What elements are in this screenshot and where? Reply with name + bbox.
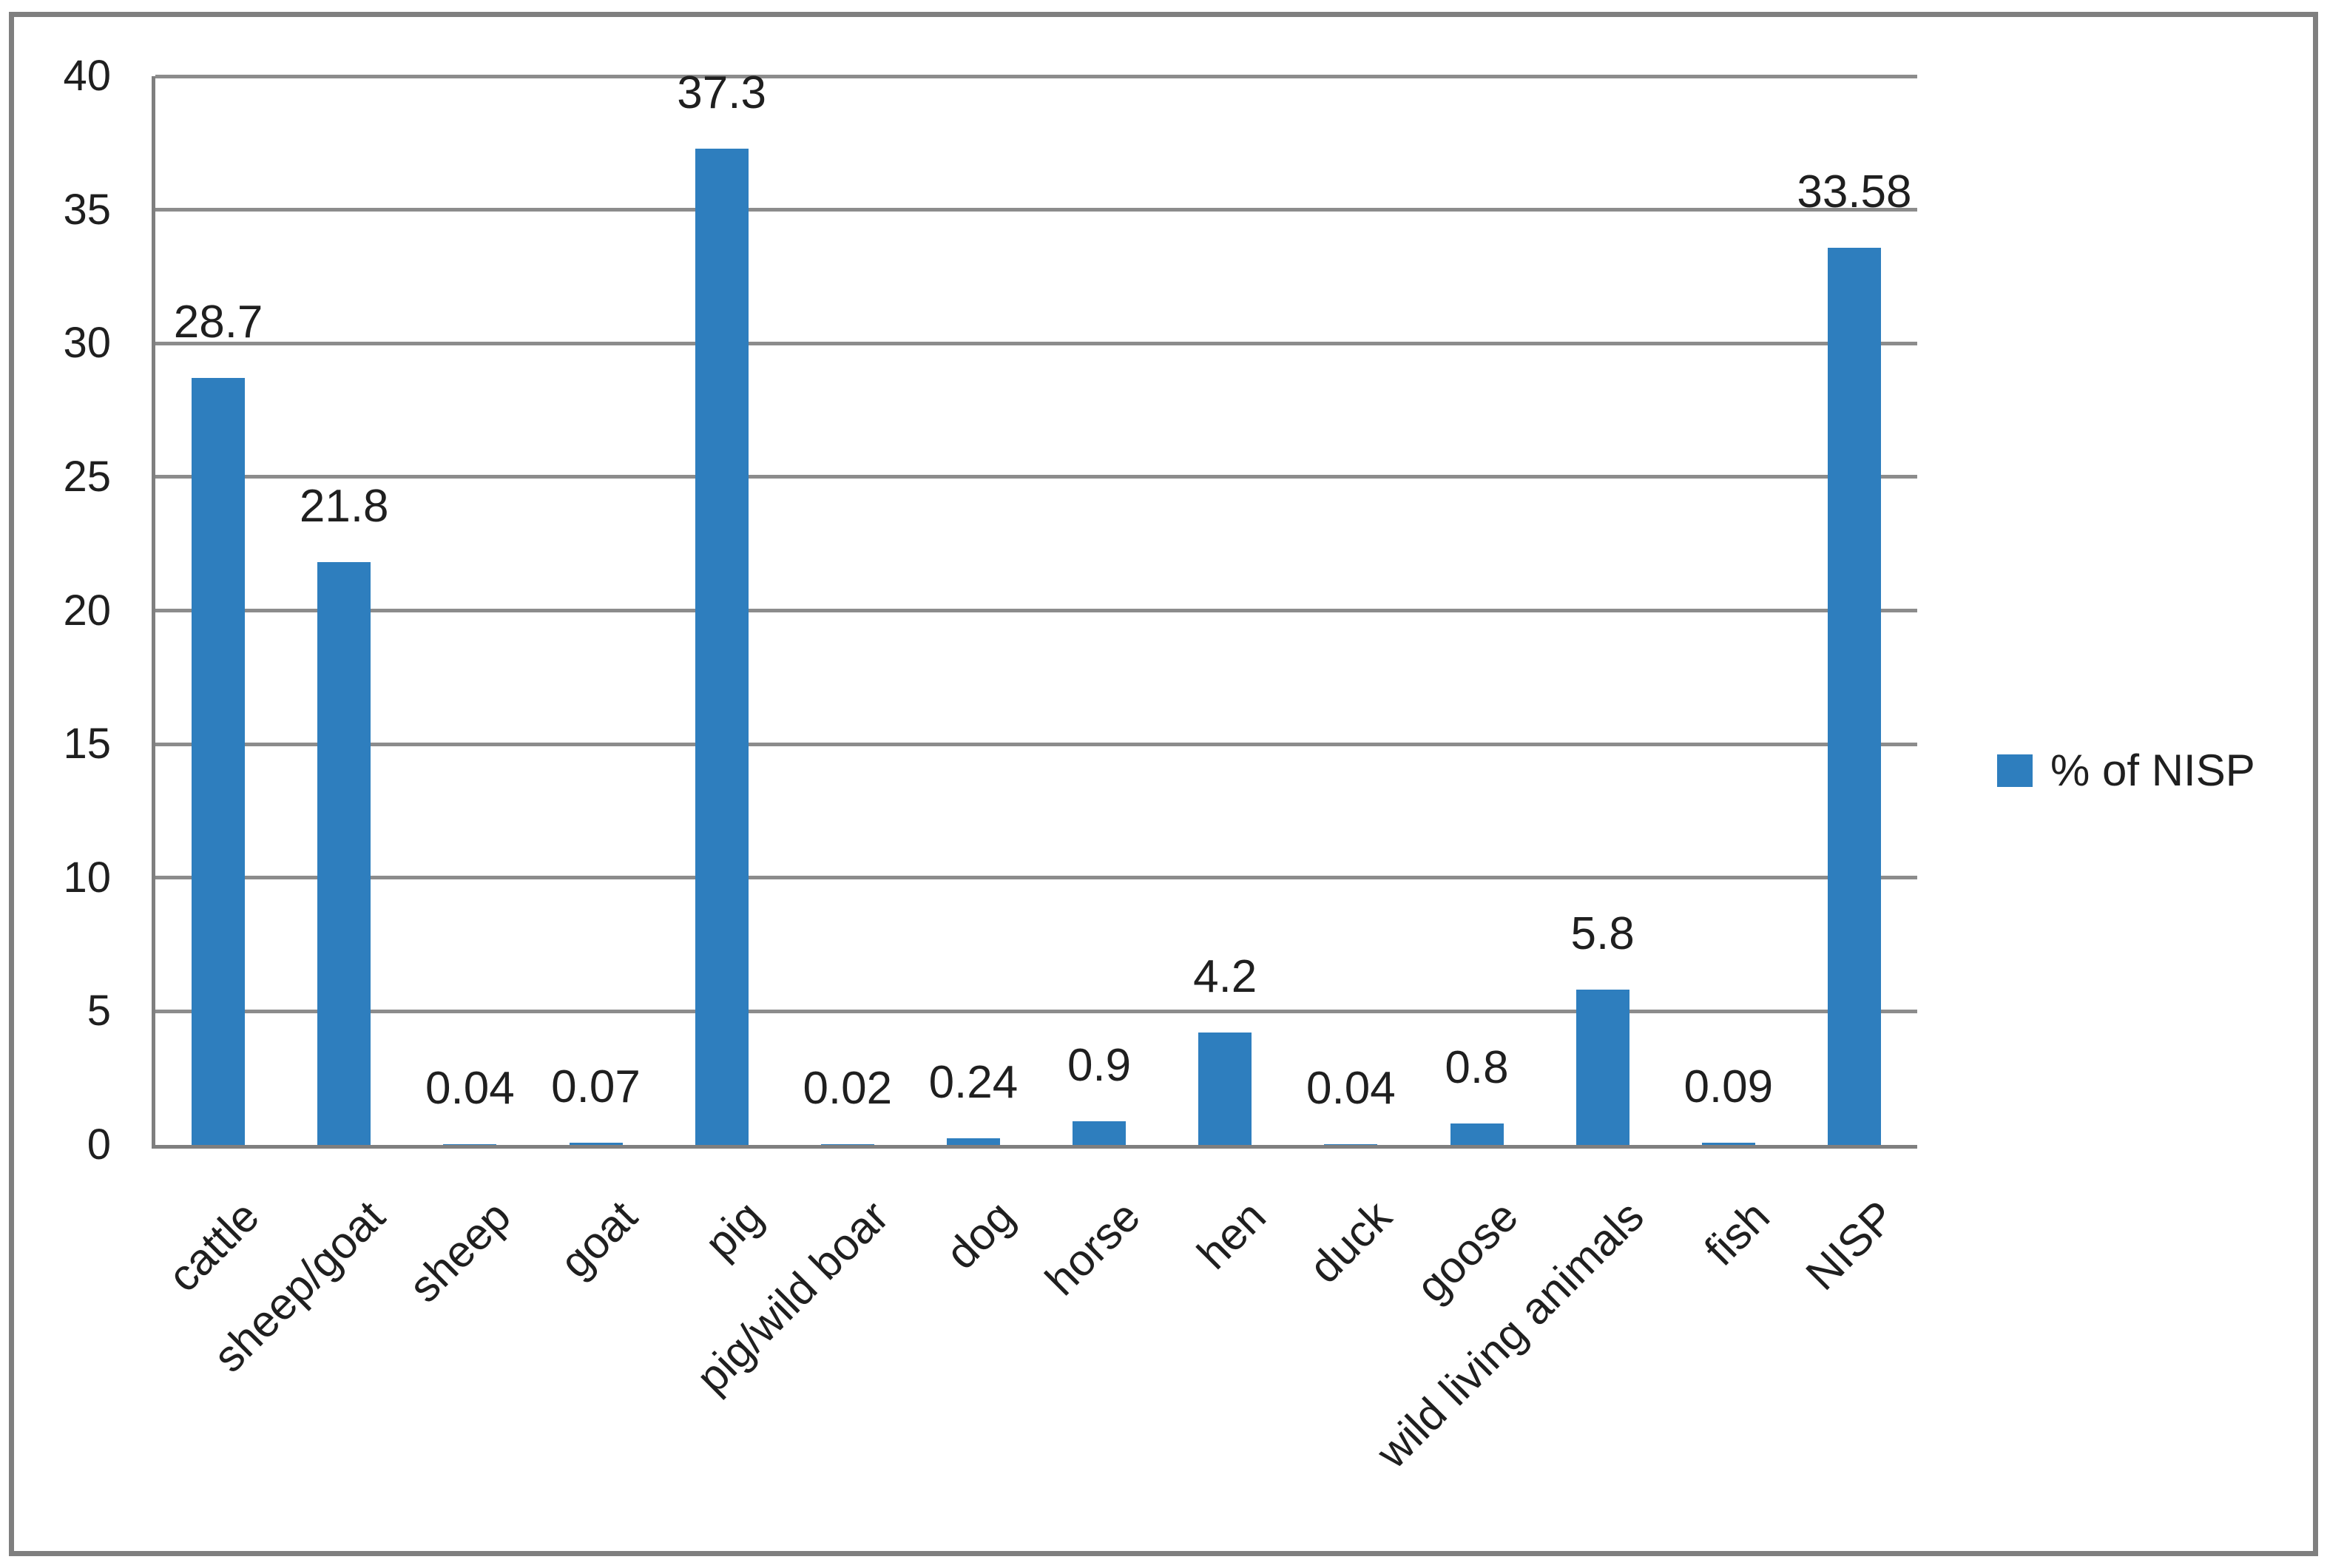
bar-fish (1701, 1142, 1755, 1145)
bar-goat (569, 1143, 623, 1145)
bar-wild-living-animals (1575, 990, 1629, 1145)
bar-horse (1073, 1121, 1127, 1145)
bar-duck (1324, 1143, 1378, 1145)
bar-dog (946, 1138, 1000, 1145)
gridline-35 (155, 208, 1917, 212)
bar-value-label-sheep: 0.04 (425, 1062, 515, 1114)
bar-value-label-horse: 0.9 (1067, 1039, 1132, 1091)
bar-hen (1198, 1033, 1252, 1145)
bar-value-label-pig: 37.3 (677, 67, 766, 118)
bar-value-label-hen: 4.2 (1193, 951, 1257, 1003)
y-tick-label-40: 40 (63, 52, 111, 100)
bar-cattle (192, 378, 246, 1145)
y-tick-label-20: 20 (63, 586, 111, 635)
legend-swatch (1997, 754, 2033, 787)
y-tick-label-5: 5 (87, 987, 111, 1035)
y-tick-label-0: 0 (87, 1121, 111, 1169)
bar-value-label-wild-living-animals: 5.8 (1570, 908, 1635, 960)
bar-value-label-sheep-goat: 21.8 (299, 481, 389, 533)
bar-value-label-goat: 0.07 (551, 1061, 641, 1113)
y-tick-label-35: 35 (63, 185, 111, 234)
bar-pig-wild-boar (820, 1144, 874, 1145)
bar-value-label-goose: 0.8 (1445, 1042, 1509, 1094)
bar-value-label-duck: 0.04 (1306, 1062, 1396, 1114)
gridline-30 (155, 341, 1917, 345)
y-tick-label-30: 30 (63, 319, 111, 368)
y-tick-label-15: 15 (63, 720, 111, 768)
bar-value-label-cattle: 28.7 (173, 297, 263, 348)
x-axis-category-labels: cattle sheep/goat sheep goat pig pig/wild boa… (155, 1145, 1917, 1568)
bar-value-label-fish: 0.09 (1683, 1061, 1774, 1112)
gridline-20 (155, 609, 1917, 612)
gridline-5 (155, 1009, 1917, 1013)
gridline-40 (155, 74, 1917, 78)
bar-sheep (443, 1143, 497, 1145)
plot-area: 28.7 21.8 0.04 0.07 37.3 0.02 0.24 0.9 4.2 0.04 0.… (152, 68, 1917, 1149)
bar-value-label-dog: 0.24 (928, 1057, 1019, 1109)
gridline-15 (155, 742, 1917, 746)
y-tick-label-10: 10 (63, 853, 111, 902)
bar-goose (1450, 1123, 1504, 1145)
bar-sheep-goat (317, 562, 371, 1145)
legend-label: % of NISP (2050, 746, 2255, 795)
bar-value-label-nisp: 33.58 (1797, 166, 1912, 217)
bar-value-label-pig-wild-boar: 0.02 (803, 1063, 893, 1115)
legend: % of NISP (1997, 747, 2255, 794)
gridline-10 (155, 876, 1917, 880)
gridline-25 (155, 475, 1917, 479)
bar-pig (695, 148, 749, 1145)
bar-nisp (1827, 247, 1881, 1145)
y-tick-label-25: 25 (63, 452, 111, 501)
